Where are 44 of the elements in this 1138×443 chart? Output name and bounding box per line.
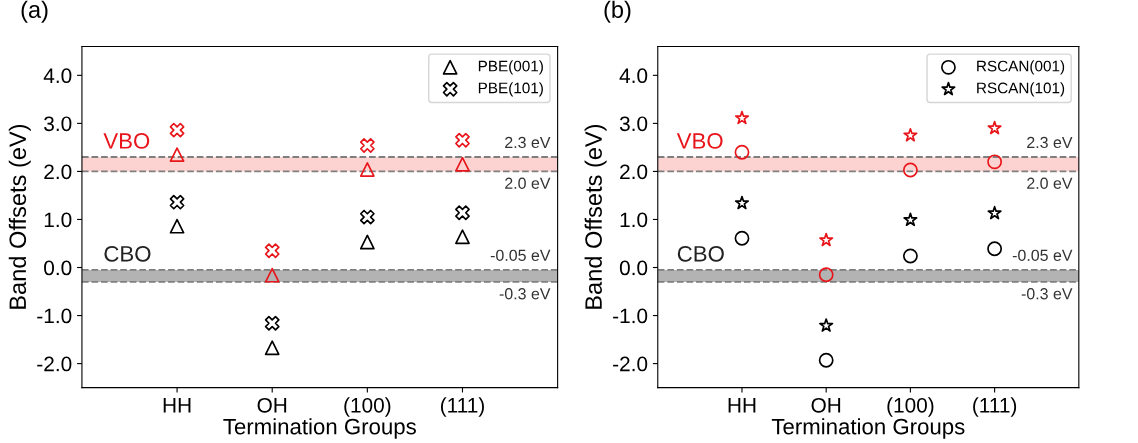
y-tick-label: 0.0 (44, 260, 72, 276)
x-axis-title: Termination Groups (771, 418, 965, 439)
chart-title: (a) (21, 0, 48, 23)
ref-line-label: 2.0 eV (1027, 177, 1073, 189)
y-tick-label: -2.0 (37, 356, 72, 372)
x-tick-label: (111) (441, 397, 484, 417)
legend-label: PBE(101) (478, 82, 543, 97)
band-label: CBO (104, 245, 151, 262)
x-tick-label: OH (257, 397, 287, 413)
ref-line-label: -0.3 eV (1021, 288, 1073, 300)
y-tick-label: 0.0 (619, 260, 648, 276)
y-tick-label: -2.0 (613, 356, 648, 372)
y-axis-title: Band Offsets (eV) (8, 124, 31, 309)
ref-line-label: 2.0 eV (505, 177, 551, 189)
y-tick-label: 1.0 (44, 212, 72, 228)
ref-line-label: 2.3 eV (1027, 136, 1073, 149)
y-tick-label: 1.0 (620, 212, 648, 228)
band-label: VBO (103, 133, 150, 149)
y-tick-label: -1.0 (37, 308, 72, 324)
y-tick-label: 4.0 (619, 68, 648, 84)
band-label: VBO (676, 133, 723, 149)
x-tick-label: (111) (973, 397, 1017, 417)
ref-line-label: 2.3 eV (505, 136, 551, 149)
y-tick-label: -1.0 (613, 308, 648, 324)
x-tick-label: (100) (887, 397, 934, 417)
legend-label: RSCAN(101) (977, 82, 1065, 97)
ref-line-label: -0.3 eV (499, 288, 551, 300)
x-axis-title: Termination Groups (223, 418, 416, 439)
ref-line-label: -0.05 eV (490, 249, 551, 261)
ref-line-label: -0.05 eV (1012, 249, 1073, 261)
y-tick-label: 3.0 (619, 116, 648, 132)
y-axis-title: Band Offsets (eV) (584, 124, 607, 309)
y-tick-label: 2.0 (620, 164, 648, 180)
x-tick-label: OH (811, 397, 841, 413)
y-tick-label: 3.0 (44, 116, 72, 132)
x-tick-label: (100) (344, 397, 391, 417)
band-label: CBO (677, 245, 724, 262)
x-tick-label: HH (728, 398, 756, 413)
y-tick-label: 2.0 (44, 164, 72, 180)
y-tick-label: 4.0 (43, 68, 72, 84)
legend-label: RSCAN(001) (977, 60, 1065, 75)
legend-label: PBE(001) (478, 60, 543, 75)
chart-title: (b) (604, 0, 631, 23)
x-tick-label: HH (163, 398, 191, 413)
